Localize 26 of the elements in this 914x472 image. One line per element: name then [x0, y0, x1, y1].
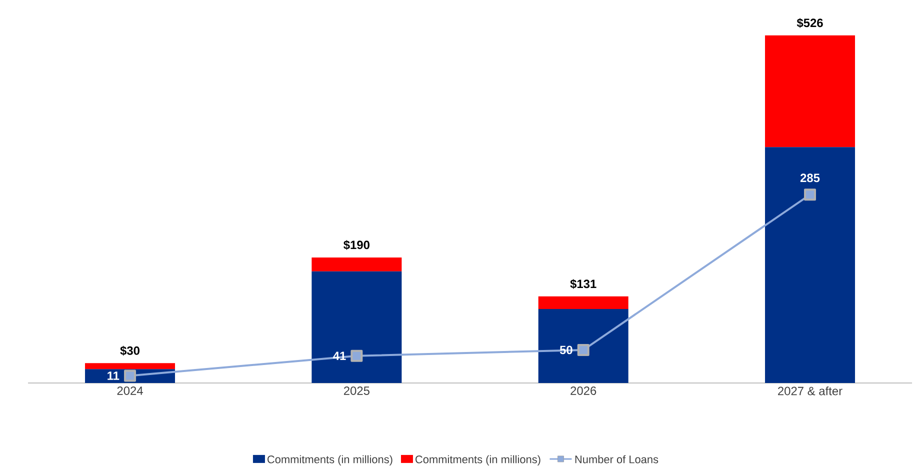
point: [124, 370, 136, 382]
total-label: $526: [796, 18, 823, 28]
data-label: 41: [333, 352, 346, 360]
bar: [538, 296, 628, 309]
point: [350, 350, 363, 362]
bar: [312, 271, 402, 383]
bar: [765, 147, 856, 383]
bar: [765, 35, 856, 148]
total-label: $190: [344, 240, 370, 250]
data-label: 285: [800, 174, 820, 182]
bar: [538, 308, 628, 383]
legend-label: Commitments (in millions): [268, 455, 392, 466]
bar: [312, 257, 402, 272]
legend-label: Commitments (in millions): [416, 455, 540, 466]
bar: [85, 363, 176, 370]
x-tick-label: 2025: [344, 386, 370, 395]
point: [577, 344, 590, 356]
total-label: $131: [570, 279, 596, 289]
total-label: $30: [120, 346, 140, 356]
data-label: 50: [560, 346, 572, 354]
legend-label: Number of Loans: [575, 455, 658, 464]
x-tick-label: 2026: [570, 386, 596, 395]
x-tick-label: 2027 & after: [778, 386, 842, 396]
x-tick-label: 2024: [117, 386, 143, 395]
point: [804, 188, 816, 201]
data-label: 11: [108, 372, 120, 380]
